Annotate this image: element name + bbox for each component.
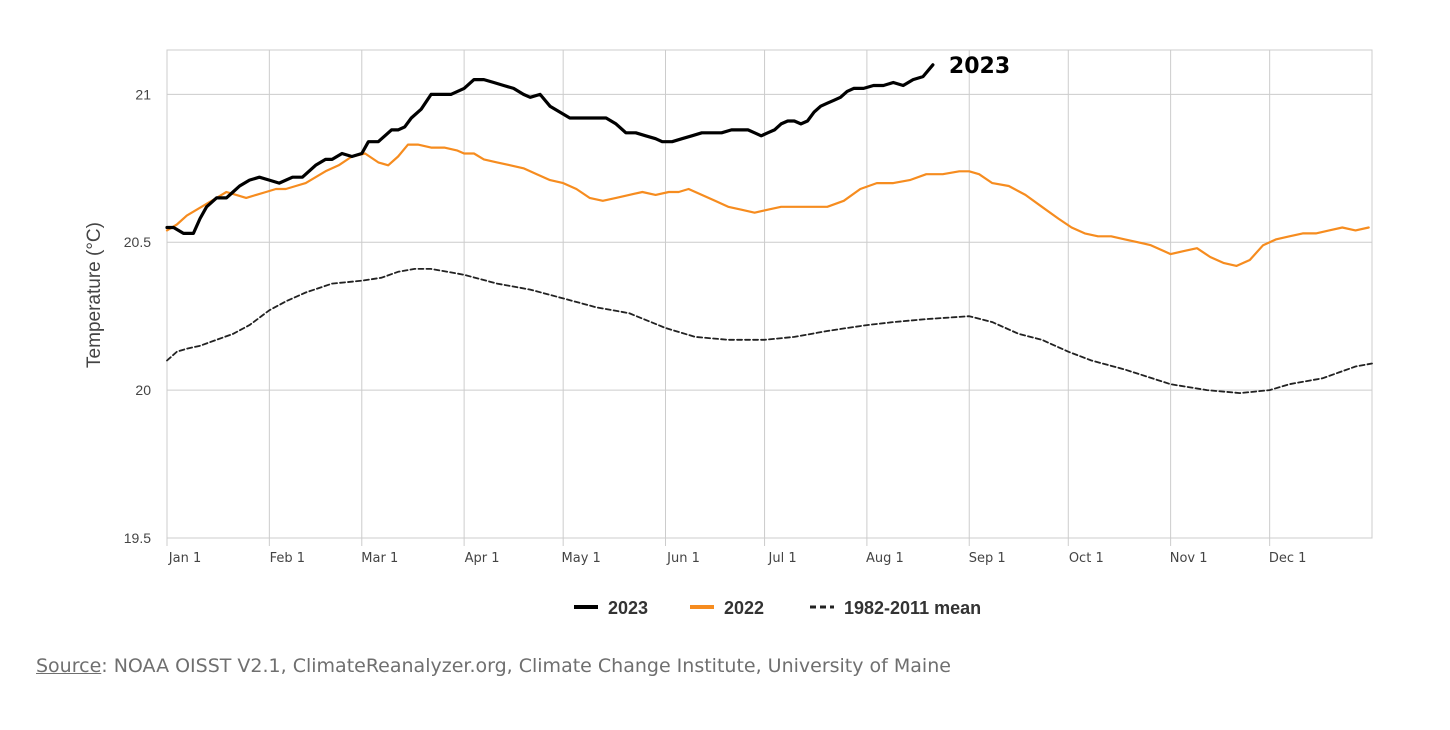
- chart-legend: 2023 2022 1982-2011 mean: [574, 598, 981, 618]
- y-tick-label: 19.5: [124, 530, 151, 546]
- x-tick-label: Dec 1: [1269, 551, 1307, 566]
- y-tick-label: 20: [135, 382, 151, 398]
- x-tick-label: Oct 1: [1069, 551, 1104, 566]
- chart-axes: 19.5 20 20.5 21 Jan 1 Feb 1 Mar 1 Apr 1 May 1 Jun…: [124, 86, 1307, 566]
- series-line-2022: [165, 143, 1370, 267]
- source-attribution: Source: NOAA OISST V2.1, ClimateReanalyz…: [36, 655, 951, 677]
- plot-frame: [166, 49, 1373, 539]
- x-tick-label: Sep 1: [969, 551, 1006, 566]
- series-end-label: 2023: [949, 54, 1010, 79]
- x-tick-label: Jul 1: [768, 551, 797, 566]
- x-tick-label: Aug 1: [866, 551, 904, 566]
- x-tick-label: May 1: [562, 551, 601, 566]
- legend-item-label: 2023: [608, 598, 648, 618]
- x-tick-label: Feb 1: [270, 551, 305, 566]
- source-text: : NOAA OISST V2.1, ClimateReanalyzer.org…: [101, 655, 951, 677]
- x-tick-label: Apr 1: [465, 551, 500, 566]
- sst-line-chart: 19.5 20 20.5 21 Jan 1 Feb 1 Mar 1 Apr 1 May 1 Jun…: [84, 49, 1373, 618]
- x-tick-label: Nov 1: [1170, 551, 1208, 566]
- x-tick-label: Jan 1: [168, 551, 201, 566]
- legend-item-label: 2022: [724, 598, 764, 618]
- legend-item-label: 1982-2011 mean: [844, 598, 981, 618]
- chart-series: [165, 63, 1373, 394]
- y-tick-label: 21: [135, 86, 151, 102]
- y-tick-label: 20.5: [124, 234, 151, 250]
- x-tick-label: Mar 1: [361, 551, 398, 566]
- y-axis-label: Temperature (°C): [84, 222, 105, 368]
- chart-grid: [166, 49, 1373, 539]
- x-tick-label: Jun 1: [666, 551, 700, 566]
- series-line-1982-2011-mean: [166, 268, 1373, 394]
- source-link[interactable]: Source: [36, 655, 102, 677]
- series-line-2023: [165, 63, 935, 235]
